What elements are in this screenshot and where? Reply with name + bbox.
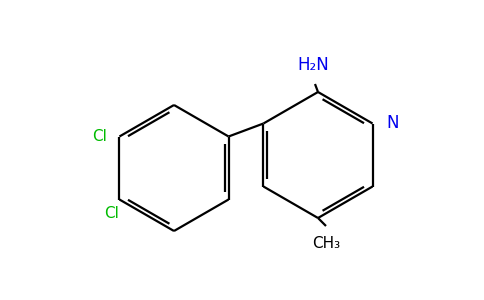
Text: Cl: Cl [92, 129, 107, 144]
Text: H₂N: H₂N [297, 56, 329, 74]
Text: CH₃: CH₃ [312, 236, 340, 251]
Text: N: N [387, 115, 399, 133]
Text: Cl: Cl [104, 206, 119, 220]
